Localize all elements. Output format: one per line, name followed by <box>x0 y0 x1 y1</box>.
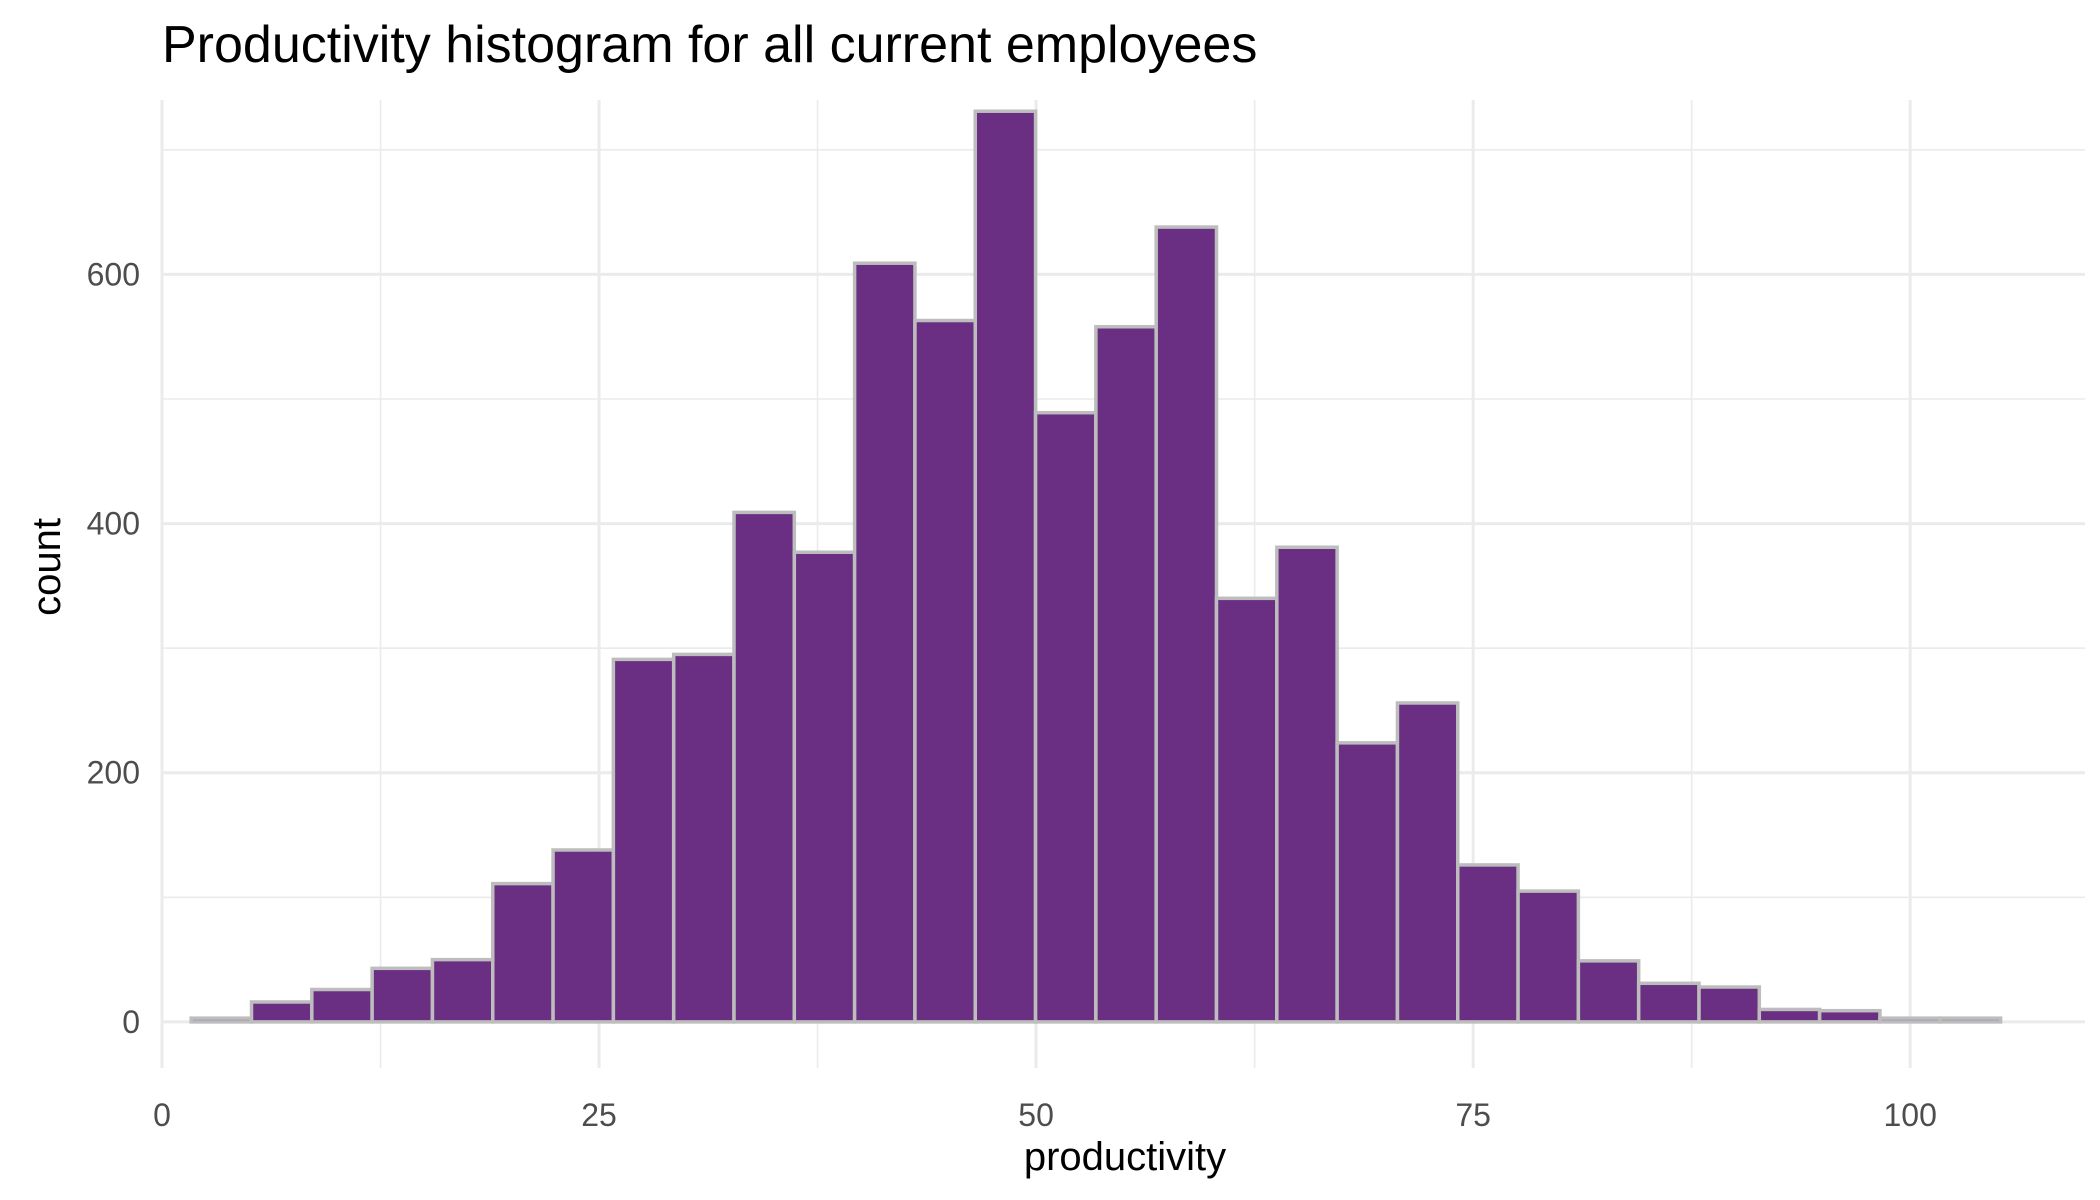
histogram-bar <box>1033 410 1098 1024</box>
y-axis-title: count <box>25 518 69 616</box>
histogram-bar <box>732 510 797 1024</box>
histogram-bar <box>491 881 555 1024</box>
histogram-bar <box>973 109 1038 1024</box>
histogram-bar <box>913 318 978 1024</box>
histogram-bar <box>1817 1008 1882 1024</box>
histogram-bar <box>189 1016 254 1024</box>
histogram-bar <box>1636 981 1701 1024</box>
y-tick-label: 600 <box>87 256 140 292</box>
x-axis-title: productivity <box>1024 1135 1226 1179</box>
x-tick-label: 0 <box>153 1097 171 1133</box>
histogram-bar <box>611 657 676 1024</box>
x-tick-label: 100 <box>1883 1097 1936 1133</box>
tick-labels: 0 25 50 75 100 0 200 400 600 <box>87 256 1937 1133</box>
histogram-bar <box>1275 545 1339 1024</box>
y-tick-label: 0 <box>122 1004 140 1040</box>
histogram-bar <box>1456 863 1520 1024</box>
histogram-bars <box>189 109 2003 1024</box>
histogram-bar <box>1335 741 1400 1024</box>
histogram-bar <box>1878 1016 1943 1024</box>
histogram-bar <box>1154 225 1219 1024</box>
x-tick-label: 50 <box>1018 1097 1054 1133</box>
histogram-bar <box>1214 596 1279 1024</box>
y-tick-label: 400 <box>87 506 140 542</box>
histogram-bar <box>1094 324 1158 1024</box>
histogram-bar <box>1576 959 1641 1024</box>
histogram-bar <box>430 957 495 1024</box>
histogram-bar <box>1395 701 1460 1024</box>
x-tick-label: 75 <box>1455 1097 1491 1133</box>
chart-title: Productivity histogram for all current e… <box>162 16 1257 74</box>
histogram-bar <box>249 1000 314 1024</box>
histogram-bar <box>852 261 917 1024</box>
histogram-bar <box>1697 985 1762 1024</box>
histogram-bar <box>792 550 857 1024</box>
histogram-bar <box>370 966 435 1024</box>
histogram-bar <box>551 848 616 1024</box>
histogram-bar <box>1757 1007 1822 1024</box>
histogram-bar <box>1516 889 1581 1024</box>
histogram-bar <box>310 987 374 1024</box>
histogram-bar <box>671 652 736 1024</box>
histogram-bar <box>1938 1016 2003 1024</box>
x-tick-label: 25 <box>581 1097 617 1133</box>
y-tick-label: 200 <box>87 755 140 791</box>
